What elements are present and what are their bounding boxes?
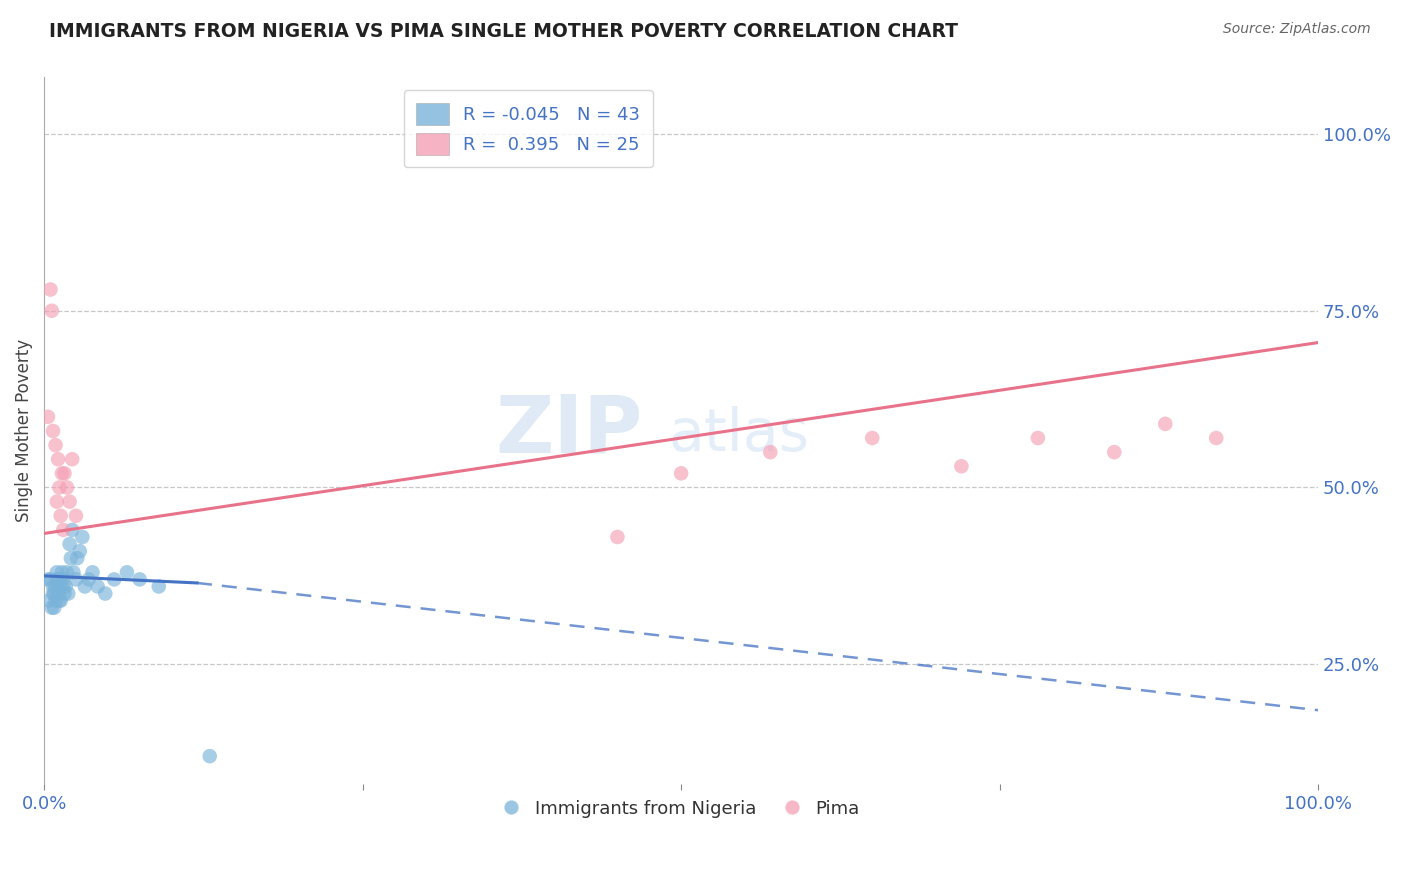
Point (46, 452, 69, 467)
Point (41, 303, 63, 318)
Point (42, 424, 65, 438)
Text: IMMIGRANTS FROM NIGERIA VS PIMA SINGLE MOTHER POVERTY CORRELATION CHART: IMMIGRANTS FROM NIGERIA VS PIMA SINGLE M… (49, 22, 959, 41)
Point (45, 438, 67, 452)
Point (58, 494, 80, 508)
Point (69, 544, 91, 558)
Point (86, 579, 108, 593)
Point (41, 600, 63, 615)
Point (49, 508, 72, 523)
Point (669, 467, 692, 481)
Y-axis label: Single Mother Poverty: Single Mother Poverty (15, 339, 32, 523)
Point (66, 551, 89, 566)
Point (45, 573, 67, 587)
Point (48, 481, 70, 495)
Point (45, 494, 67, 508)
Point (950, 459, 973, 474)
Point (49, 573, 72, 587)
Point (37, 409, 59, 424)
Point (65, 508, 87, 523)
Point (48, 579, 70, 593)
Point (42, 586, 65, 600)
Point (38, 593, 60, 607)
Point (45, 566, 67, 580)
Point (60, 523, 83, 537)
Point (37, 573, 59, 587)
Point (1205, 431, 1227, 445)
Point (60, 452, 83, 467)
Point (58, 586, 80, 600)
Point (46, 573, 69, 587)
Point (45, 593, 67, 607)
Point (73, 579, 96, 593)
Point (103, 573, 125, 587)
Point (52, 523, 75, 537)
Point (56, 566, 79, 580)
Point (51, 566, 73, 580)
Point (860, 431, 883, 445)
Point (65, 573, 87, 587)
Point (115, 566, 138, 580)
Point (148, 579, 170, 593)
Point (1026, 431, 1049, 445)
Legend: Immigrants from Nigeria, Pima: Immigrants from Nigeria, Pima (495, 792, 868, 825)
Point (1154, 417, 1177, 431)
Point (51, 467, 73, 481)
Point (49, 593, 72, 607)
Point (62, 566, 84, 580)
Point (52, 573, 75, 587)
Point (77, 573, 100, 587)
Point (72, 530, 94, 544)
Point (44, 586, 66, 600)
Point (46, 586, 69, 600)
Text: ZIP: ZIP (496, 392, 643, 470)
Point (39, 283, 62, 297)
Point (606, 530, 628, 544)
Point (58, 537, 80, 551)
Point (128, 573, 150, 587)
Point (94, 586, 117, 600)
Point (56, 481, 79, 495)
Point (52, 579, 75, 593)
Point (53, 586, 76, 600)
Point (39, 573, 62, 587)
Point (1104, 445, 1126, 459)
Point (45, 579, 67, 593)
Point (44, 600, 66, 615)
Text: Source: ZipAtlas.com: Source: ZipAtlas.com (1223, 22, 1371, 37)
Point (759, 445, 782, 459)
Point (48, 593, 70, 607)
Text: atlas: atlas (668, 406, 810, 463)
Point (55, 579, 77, 593)
Point (82, 566, 104, 580)
Point (198, 749, 221, 764)
Point (59, 551, 82, 566)
Point (53, 467, 76, 481)
Point (42, 579, 65, 593)
